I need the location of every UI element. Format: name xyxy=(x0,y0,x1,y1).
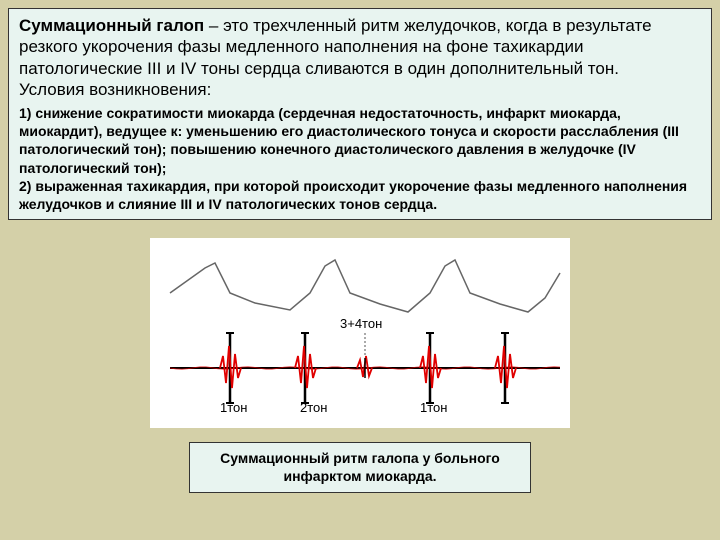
intro-text: Суммационный галоп – это трехчленный рит… xyxy=(19,15,701,100)
x-label-2: 2тон xyxy=(300,400,327,415)
top-label: 3+4тон xyxy=(340,316,382,331)
caption-box: Суммационный ритм галопа у больного инфа… xyxy=(189,442,531,492)
term: Суммационный галоп xyxy=(19,16,204,35)
conditions-list: 1) снижение сократимости миокарда (серде… xyxy=(19,104,701,213)
caption-line-2: инфарктом миокарда. xyxy=(220,467,500,485)
conditions-title: Условия возникновения: xyxy=(19,79,701,100)
condition-1: 1) снижение сократимости миокарда (серде… xyxy=(19,104,701,177)
chart-svg xyxy=(150,238,570,428)
phonocardiogram-chart: 3+4тон 1тон 2тон 1тон xyxy=(150,238,570,428)
caption-line-1: Суммационный ритм галопа у больного xyxy=(220,449,500,467)
chart-container: 3+4тон 1тон 2тон 1тон xyxy=(8,238,712,428)
x-label-1: 1тон xyxy=(220,400,247,415)
definition-box: Суммационный галоп – это трехчленный рит… xyxy=(8,8,712,220)
caption-container: Суммационный ритм галопа у больного инфа… xyxy=(8,442,712,492)
condition-2: 2) выраженная тахикардия, при которой пр… xyxy=(19,177,701,213)
x-label-3: 1тон xyxy=(420,400,447,415)
